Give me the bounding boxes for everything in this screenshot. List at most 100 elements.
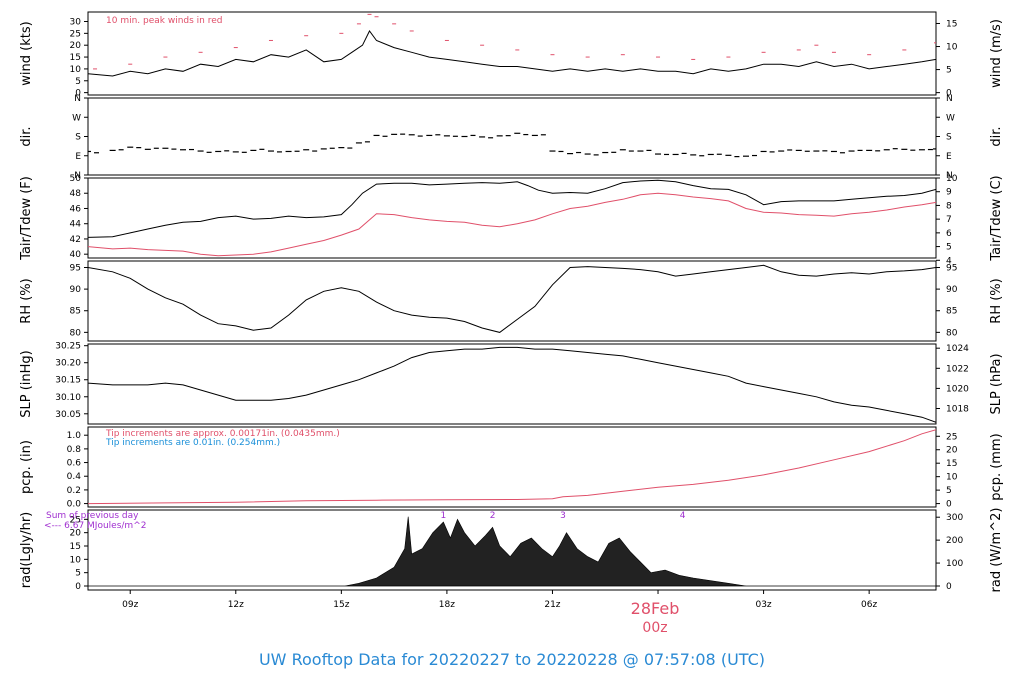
panel-slp: 30.05 30.10 30.15 30.20 30.25 1018 1020 1022 102… — [19, 342, 1004, 425]
temp-ytick-label: 40 — [70, 250, 82, 260]
slp-ytick-label: 30.25 — [55, 342, 81, 352]
pcp-ytick-label: 0.6 — [67, 459, 82, 469]
rad-area — [88, 516, 936, 587]
pcp-series-line — [88, 429, 936, 505]
rad-marker: 1 — [441, 511, 447, 521]
pcp-data — [88, 429, 936, 505]
slp-ytick-right-label: 1020 — [946, 384, 969, 394]
panel-wind: 0 5 10 15 20 25 30 0 5 10 15 wind (kts) wind (m/s) 10… — [19, 11, 1004, 99]
slp-ytick-label: 30.05 — [55, 410, 81, 420]
wind-annotation: 10 min. peak winds in red — [106, 16, 223, 26]
rad-frame — [87, 509, 937, 591]
dir-ytick-label: E — [75, 152, 81, 162]
temp-ylabel-right: Tair/Tdew (C) — [989, 175, 1004, 261]
temp-data — [88, 179, 936, 257]
pcp-annotation: Tip increments are 0.01in. (0.254mm.) — [105, 438, 280, 448]
temp-ytick-right-label: 7 — [946, 215, 952, 225]
x-tick-label: 15z — [333, 600, 349, 610]
pcp-ylabel: pcp. (in) — [19, 440, 34, 494]
slp-ylabel: SLP (inHg) — [19, 350, 34, 418]
panel-temp: 40 42 44 46 48 50 4 5 6 7 8 9 10 Tair/Tdew (F) Tair/Td… — [19, 174, 1004, 266]
rh-ytick-right-label: 80 — [946, 328, 958, 338]
temp-ylabel: Tair/Tdew (F) — [19, 176, 34, 261]
dir-ylabel: dir. — [19, 126, 34, 146]
rh-ytick-right-label: 85 — [946, 307, 957, 317]
wind-ytick-label: 15 — [70, 53, 81, 63]
pcp-ytick-right-label: 0 — [946, 500, 952, 510]
rad-ytick-label: 15 — [70, 542, 81, 552]
rad-marker: 3 — [560, 511, 566, 521]
panel-rh: 80 85 90 95 80 85 90 95 RH (%) RH (%) — [19, 260, 1004, 342]
pcp-ytick-right-label: 25 — [946, 432, 957, 442]
slp-ytick-label: 30.20 — [55, 359, 81, 369]
pcp-ylabel-right: pcp. (mm) — [989, 433, 1004, 500]
wind-ylabel: wind (kts) — [19, 21, 34, 85]
rh-ylabel-right: RH (%) — [989, 278, 1004, 323]
wind-data — [88, 13, 936, 77]
pcp-ytick-label: 1.0 — [67, 431, 82, 441]
slp-ytick-right-label: 1022 — [946, 364, 969, 374]
rh-ytick-label: 95 — [70, 263, 81, 273]
rad-ytick-label: 0 — [75, 582, 81, 592]
temp-ytick-right-label: 5 — [946, 243, 952, 253]
dir-ytick-label: N — [74, 171, 81, 181]
wind-ytick-label: 20 — [70, 41, 82, 51]
slp-ytick-label: 30.10 — [55, 393, 81, 403]
temp-ytick-right-label: 6 — [946, 229, 952, 239]
dir-ytick-label: S — [75, 133, 81, 143]
dir-ytick-right-label: N — [946, 94, 953, 104]
temp-ytick-label: 42 — [70, 235, 81, 245]
rad-ytick-label: 5 — [75, 569, 81, 579]
wind-ytick-label: 10 — [70, 65, 82, 75]
wind-ytick-label: 25 — [70, 29, 81, 39]
temp-ytick-label: 50 — [70, 174, 82, 184]
rad-marker: 2 — [490, 511, 496, 521]
dir-ytick-label: N — [74, 94, 81, 104]
x-tick-label: 18z — [439, 600, 455, 610]
dir-ytick-right-label: W — [946, 113, 955, 123]
x-tick-label: 09z — [122, 600, 138, 610]
slp-ytick-right-label: 1018 — [946, 405, 969, 415]
pcp-frame — [87, 426, 937, 508]
x-tick-label: 12z — [228, 600, 244, 610]
rad-data — [88, 516, 936, 587]
pcp-ytick-label: 0.0 — [67, 500, 82, 510]
dir-ytick-right-label: N — [946, 171, 953, 181]
rad-ylabel: rad(Lgly/hr) — [19, 512, 34, 588]
wind-ytick-right-label: 10 — [946, 43, 958, 53]
wind-ytick-label: 0 — [75, 89, 81, 99]
rh-ytick-label: 90 — [70, 285, 82, 295]
rh-ylabel: RH (%) — [19, 278, 34, 323]
rad-ytick-right-label: 100 — [946, 559, 963, 569]
rad-marker: 4 — [680, 511, 686, 521]
rad-ytick-right-label: 300 — [946, 513, 963, 523]
temp-ytick-label: 48 — [70, 189, 82, 199]
rad-ylabel-right: rad (W/m^2) — [989, 508, 1004, 593]
temp-ytick-right-label: 10 — [946, 174, 958, 184]
rh-ytick-right-label: 95 — [946, 263, 957, 273]
temp-series-line — [88, 179, 936, 238]
rad-ytick-label: 20 — [70, 529, 82, 539]
temp-ytick-right-label: 9 — [946, 188, 952, 198]
temp-ytick-right-label: 4 — [946, 256, 952, 266]
x-axis: 28Feb 00z 09z 12z 15z 18z 21z 03z 06z — [122, 590, 878, 636]
pcp-ytick-label: 0.2 — [67, 486, 81, 496]
panel-pcp: 0.0 0.2 0.4 0.6 0.8 1.0 0 5 10 15 20 25 pcp. (in) pcp… — [19, 426, 1004, 510]
pcp-ytick-label: 0.8 — [67, 445, 82, 455]
wind-frame — [87, 11, 937, 96]
slp-ylabel-right: SLP (hPa) — [989, 353, 1004, 414]
pcp-ytick-right-label: 20 — [946, 446, 958, 456]
rh-ytick-label: 80 — [70, 328, 82, 338]
slp-series-line — [88, 346, 936, 423]
dir-ytick-label: W — [72, 113, 81, 123]
wind-ytick-label: 5 — [75, 77, 81, 87]
slp-frame — [87, 343, 937, 425]
x-tick-label: 06z — [861, 600, 877, 610]
slp-ytick-right-label: 1024 — [946, 344, 969, 354]
pcp-ytick-right-label: 15 — [946, 459, 957, 469]
temp-ytick-right-label: 8 — [946, 201, 952, 211]
wind-ytick-right-label: 0 — [946, 89, 952, 99]
